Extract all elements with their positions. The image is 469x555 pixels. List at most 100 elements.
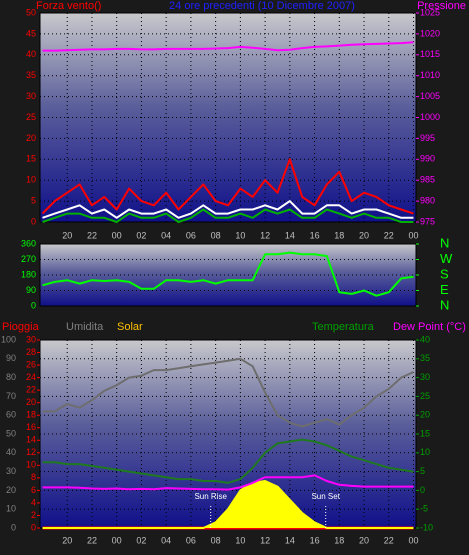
y2-tick-label: 0 bbox=[420, 485, 425, 495]
x-tick-label: 12 bbox=[260, 535, 270, 545]
y-tick-label: 40 bbox=[6, 447, 16, 457]
x-tick-label: 16 bbox=[310, 230, 320, 240]
y3-tick-label: 28 bbox=[26, 347, 36, 357]
y-tick-label: 35 bbox=[26, 70, 36, 80]
x-tick-label: 22 bbox=[87, 535, 97, 545]
y-tick-label: 40 bbox=[26, 49, 36, 59]
y2-tick-label: 985 bbox=[420, 175, 435, 185]
y-tick-label: 100 bbox=[1, 334, 16, 344]
y-tick-label: 80 bbox=[6, 372, 16, 382]
x-tick-label: 10 bbox=[235, 230, 245, 240]
y2-tick-label: 30 bbox=[420, 372, 430, 382]
y-tick-label: 20 bbox=[6, 485, 16, 495]
x-tick-label: 16 bbox=[310, 535, 320, 545]
x-tick-label: 00 bbox=[409, 230, 419, 240]
y-tick-label: 360 bbox=[21, 238, 36, 248]
y2-tick-label: 25 bbox=[420, 391, 430, 401]
x-tick-label: 10 bbox=[235, 535, 245, 545]
y2-tick-label: 15 bbox=[420, 428, 430, 438]
x-tick-label: 22 bbox=[87, 230, 97, 240]
chart-title: 24 ore precedenti (10 Dicembre 2007) bbox=[169, 0, 355, 12]
y2-tick-label: 1005 bbox=[420, 91, 440, 101]
y3-tick-label: 16 bbox=[26, 422, 36, 432]
x-tick-label: 18 bbox=[334, 230, 344, 240]
line bbox=[42, 438, 414, 484]
y-tick-label: 5 bbox=[31, 195, 36, 205]
y2-tick-label: 1000 bbox=[420, 112, 440, 122]
y-tick-label: 10 bbox=[6, 504, 16, 514]
x-tick-label: 08 bbox=[211, 535, 221, 545]
y2-tick-label: 980 bbox=[420, 195, 435, 205]
y3-tick-label: 24 bbox=[26, 372, 36, 382]
line bbox=[42, 208, 414, 223]
x-tick-label: 00 bbox=[112, 230, 122, 240]
x-tick-label: 04 bbox=[161, 535, 171, 545]
annotation: Sun Set bbox=[311, 492, 340, 501]
area bbox=[42, 480, 414, 529]
y3-tick-label: 26 bbox=[26, 359, 36, 369]
line bbox=[42, 251, 414, 297]
y-axis-label: Forza vento() bbox=[36, 0, 101, 12]
x-tick-label: 14 bbox=[285, 535, 295, 545]
y-tick-label: 30 bbox=[6, 466, 16, 476]
x-tick-label: 08 bbox=[211, 230, 221, 240]
y-tick-label: 25 bbox=[26, 112, 36, 122]
y3-tick-label: 22 bbox=[26, 385, 36, 395]
y3-tick-label: 0 bbox=[31, 522, 36, 532]
x-tick-label: 00 bbox=[409, 535, 419, 545]
y3-tick-label: 4 bbox=[31, 497, 36, 507]
y2-tick-label: -5 bbox=[420, 504, 428, 514]
y2-tick-label: 10 bbox=[420, 447, 430, 457]
y2-tick-label: 40 bbox=[420, 334, 430, 344]
y-tick-label: 0 bbox=[31, 216, 36, 226]
y-tick-label: 30 bbox=[26, 91, 36, 101]
y-tick-label: 90 bbox=[6, 353, 16, 363]
x-tick-label: 00 bbox=[112, 535, 122, 545]
y3-tick-label: 10 bbox=[26, 460, 36, 470]
legend-label: Umidita bbox=[66, 321, 104, 333]
x-tick-label: 02 bbox=[136, 230, 146, 240]
y2-tick-label: N bbox=[440, 235, 449, 250]
x-tick-label: 04 bbox=[161, 230, 171, 240]
y-tick-label: 270 bbox=[21, 254, 36, 264]
y2-tick-label: 1010 bbox=[420, 70, 440, 80]
y-tick-label: 90 bbox=[26, 285, 36, 295]
legend-label: Dew Point (°C) bbox=[393, 321, 466, 333]
y2-tick-label: S bbox=[440, 266, 449, 281]
y-tick-label: 50 bbox=[6, 428, 16, 438]
y-tick-label: 70 bbox=[6, 391, 16, 401]
y3-tick-label: 6 bbox=[31, 485, 36, 495]
line bbox=[42, 474, 414, 491]
y-tick-label: 45 bbox=[26, 28, 36, 38]
annotation: Sun Rise bbox=[194, 492, 227, 501]
y-tick-label: 60 bbox=[6, 410, 16, 420]
y3-tick-label: 30 bbox=[26, 334, 36, 344]
legend-label: Solar bbox=[117, 321, 143, 333]
y2-tick-label: 1015 bbox=[420, 49, 440, 59]
y2-tick-label: 1025 bbox=[420, 7, 440, 17]
y-tick-label: 10 bbox=[26, 175, 36, 185]
x-tick-label: 12 bbox=[260, 230, 270, 240]
y-tick-label: 0 bbox=[31, 300, 36, 310]
y2-tick-label: 1020 bbox=[420, 28, 440, 38]
x-tick-label: 18 bbox=[334, 535, 344, 545]
x-tick-label: 20 bbox=[359, 230, 369, 240]
line bbox=[42, 41, 414, 52]
y2-tick-label: N bbox=[440, 297, 449, 312]
x-tick-label: 20 bbox=[359, 535, 369, 545]
line bbox=[42, 200, 414, 219]
y2-tick-label: E bbox=[440, 282, 449, 297]
x-tick-label: 20 bbox=[62, 535, 72, 545]
line bbox=[42, 357, 414, 428]
y-tick-label: 20 bbox=[26, 133, 36, 143]
y2-tick-label: 995 bbox=[420, 133, 435, 143]
x-tick-label: 02 bbox=[136, 535, 146, 545]
y2-tick-label: 975 bbox=[420, 216, 435, 226]
y3-tick-label: 12 bbox=[26, 447, 36, 457]
legend-label: Pioggia bbox=[2, 321, 40, 333]
y2-tick-label: 35 bbox=[420, 353, 430, 363]
y3-tick-label: 18 bbox=[26, 410, 36, 420]
y-tick-label: 15 bbox=[26, 154, 36, 164]
y2-tick-label: 5 bbox=[420, 466, 425, 476]
